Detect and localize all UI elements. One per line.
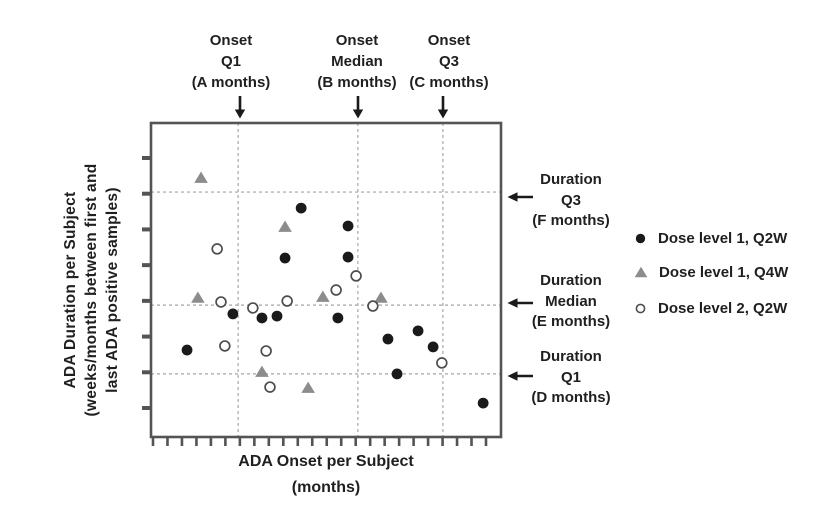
data-point-open-circle <box>247 302 259 314</box>
data-point-filled-circle <box>412 325 424 337</box>
annotation-onset-median: Onset Median (B months) <box>317 32 397 91</box>
legend-label: Dose level 2, Q2W <box>658 299 788 317</box>
data-point-filled-circle <box>391 368 403 380</box>
annotation-duration-q1: Duration Q1 (D months) <box>531 348 611 406</box>
down-arrow-icon <box>437 96 449 119</box>
left-arrow-icon <box>507 192 533 202</box>
legend-label: Dose level 1, Q2W <box>658 229 788 247</box>
data-point-open-circle <box>367 300 379 312</box>
filled-circle-icon <box>635 233 646 243</box>
data-point-open-circle <box>215 296 227 308</box>
data-point-filled-circle <box>271 310 283 322</box>
data-point-triangle <box>301 381 315 393</box>
legend-item: Dose level 2, Q2W <box>634 297 787 319</box>
data-point-filled-circle <box>279 252 291 264</box>
data-point-open-circle <box>264 381 276 393</box>
open-circle-icon <box>635 303 646 313</box>
left-arrow-icon <box>507 371 533 381</box>
down-arrow-icon <box>234 96 246 119</box>
data-point-triangle <box>194 171 208 183</box>
data-point-filled-circle <box>295 202 307 214</box>
data-point-triangle <box>191 291 205 303</box>
down-arrow-icon <box>352 96 364 119</box>
data-point-triangle <box>255 365 269 377</box>
legend-label: Dose level 1, Q4W <box>659 263 789 281</box>
data-point-filled-circle <box>181 344 193 356</box>
data-point-filled-circle <box>342 251 354 263</box>
legend-item: Dose level 1, Q4W <box>634 261 788 283</box>
data-point-filled-circle <box>382 333 394 345</box>
data-point-filled-circle <box>332 312 344 324</box>
data-point-open-circle <box>436 357 448 369</box>
data-point-triangle <box>374 291 388 303</box>
annotation-onset-q1: Onset Q1 (A months) <box>191 32 271 91</box>
data-point-open-circle <box>211 243 223 255</box>
data-point-triangle <box>316 290 330 302</box>
y-axis-label: ADA Duration per Subject (weeks/months b… <box>62 163 121 417</box>
data-point-filled-circle <box>427 341 439 353</box>
data-point-filled-circle <box>477 397 489 409</box>
data-point-open-circle <box>350 270 362 282</box>
data-point-filled-circle <box>227 308 239 320</box>
data-point-open-circle <box>281 295 293 307</box>
annotation-duration-q3: Duration Q3 (F months) <box>532 171 610 229</box>
legend-item: Dose level 1, Q2W <box>634 227 787 249</box>
plot-frame <box>149 121 503 439</box>
data-point-filled-circle <box>342 220 354 232</box>
annotation-onset-q3: Onset Q3 (C months) <box>409 32 489 91</box>
x-axis-label: ADA Onset per Subject (months) <box>238 453 414 496</box>
data-point-filled-circle <box>256 312 268 324</box>
scatter-plot-area <box>142 121 503 446</box>
annotation-duration-median: Duration Median (E months) <box>531 272 611 330</box>
left-arrow-icon <box>507 298 533 308</box>
data-point-open-circle <box>260 345 272 357</box>
data-point-triangle <box>278 220 292 232</box>
filled-triangle-icon <box>634 266 648 278</box>
data-point-open-circle <box>330 284 342 296</box>
data-point-open-circle <box>219 340 231 352</box>
